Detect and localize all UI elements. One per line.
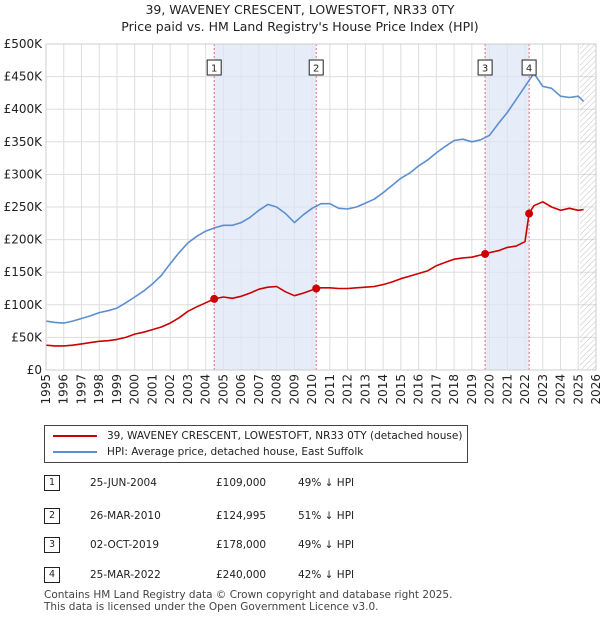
y-tick-label: £0 (27, 363, 42, 377)
x-tick-label: 2024 (554, 374, 568, 405)
transaction-hpi-diff: 49% ↓ HPI (298, 539, 355, 551)
footer-copyright: Contains HM Land Registry data © Crown c… (44, 589, 453, 601)
forecast-hatch (580, 44, 596, 370)
transaction-hpi-diff: 51% ↓ HPI (298, 510, 355, 522)
x-tick-label: 2014 (376, 374, 390, 405)
transaction-price: £240,000 (216, 569, 267, 581)
price-chart: 1 2 3 4 £0 £50K £100K £150K £200K £250K £300K £350… (4, 37, 600, 405)
transaction-label-box (206, 59, 222, 76)
transaction-label: 2 (313, 64, 319, 75)
transaction-label: 3 (482, 64, 488, 75)
transaction-price: £109,000 (216, 477, 267, 489)
x-tick-label: 2018 (447, 374, 461, 405)
transaction-label-box (477, 59, 493, 76)
plot-border (45, 43, 597, 371)
x-tick-label: 2001 (145, 374, 159, 405)
x-tick-label: 2025 (571, 374, 585, 405)
footer-license: This data is licensed under the Open Gov… (44, 601, 379, 613)
x-tick-label: 2004 (199, 374, 213, 405)
x-tick-label: 1998 (92, 374, 106, 405)
transaction-price: £124,995 (216, 510, 267, 522)
chart-subtitle: Price paid vs. HM Land Registry's House … (121, 19, 479, 34)
x-tick-label: 2015 (394, 374, 408, 405)
transaction-label-box (521, 59, 537, 76)
legend-label-hpi: HPI: Average price, detached house, East… (107, 446, 364, 458)
transaction-hpi-diff: 49% ↓ HPI (298, 477, 355, 489)
y-tick-label: £300K (4, 167, 44, 181)
transaction-point (525, 209, 534, 218)
x-tick-label: 2003 (181, 374, 195, 405)
transaction-number: 4 (44, 567, 60, 583)
transaction-label-box (308, 59, 324, 76)
transaction-hpi-diff: 42% ↓ HPI (298, 569, 355, 581)
x-tick-label: 2011 (323, 374, 337, 405)
x-tick-label: 2000 (128, 374, 142, 405)
y-tick-label: £150K (4, 265, 44, 279)
transaction-row: 3 02-OCT-2019 £178,000 49% ↓ HPI (44, 537, 464, 555)
y-tick-label: £350K (4, 135, 44, 149)
x-tick-label: 2010 (305, 374, 319, 405)
x-tick-label: 2009 (287, 374, 301, 405)
legend: 39, WAVENEY CRESCENT, LOWESTOFT, NR33 0T… (44, 425, 468, 463)
y-tick-label: £500K (4, 37, 44, 51)
y-tick-label: £400K (4, 102, 44, 116)
transaction-number: 3 (44, 537, 60, 553)
transaction-point (210, 294, 219, 303)
transaction-price: £178,000 (216, 539, 267, 551)
legend-item-hpi: HPI: Average price, detached house, East… (53, 445, 363, 459)
y-tick-label: £450K (4, 70, 44, 84)
transaction-date: 02-OCT-2019 (90, 539, 159, 551)
x-tick-label: 2023 (536, 374, 550, 405)
transaction-number: 1 (44, 475, 60, 491)
x-tick-label: 1995 (39, 374, 53, 405)
y-tick-label: £200K (4, 233, 44, 247)
transaction-period-shade (485, 44, 530, 370)
legend-swatch-property (53, 435, 97, 437)
x-tick-label: 1999 (110, 374, 124, 405)
property-price-line (45, 201, 584, 347)
transaction-number: 2 (44, 508, 60, 524)
transaction-row: 2 26-MAR-2010 £124,995 51% ↓ HPI (44, 508, 464, 526)
x-tick-label: 1997 (74, 374, 88, 405)
transaction-row: 4 25-MAR-2022 £240,000 42% ↓ HPI (44, 567, 464, 585)
chart-title: 39, WAVENEY CRESCENT, LOWESTOFT, NR33 0T… (145, 2, 455, 17)
x-tick-label: 2007 (252, 374, 266, 405)
y-tick-label: £100K (4, 298, 44, 312)
x-tick-label: 2006 (234, 374, 248, 405)
x-tick-label: 2022 (518, 374, 532, 405)
x-tick-label: 2013 (358, 374, 372, 405)
transaction-date: 25-JUN-2004 (90, 477, 157, 489)
legend-item-property: 39, WAVENEY CRESCENT, LOWESTOFT, NR33 0T… (53, 429, 462, 443)
y-tick-label: £50K (11, 330, 43, 344)
hpi-line (45, 72, 585, 324)
x-tick-label: 2016 (412, 374, 426, 405)
x-tick-label: 2008 (270, 374, 284, 405)
x-tick-label: 2019 (465, 374, 479, 405)
x-tick-label: 2026 (589, 374, 600, 405)
transaction-label: 4 (526, 64, 532, 75)
x-tick-label: 2002 (163, 374, 177, 405)
x-tick-label: 2020 (483, 374, 497, 405)
footer: Contains HM Land Registry data © Crown c… (44, 589, 452, 613)
transaction-date: 25-MAR-2022 (90, 569, 161, 581)
transaction-point (312, 284, 321, 293)
x-tick-label: 2012 (341, 374, 355, 405)
transaction-row: 1 25-JUN-2004 £109,000 49% ↓ HPI (44, 475, 464, 493)
transaction-point (481, 249, 490, 258)
x-tick-label: 2005 (216, 374, 230, 405)
x-tick-label: 1996 (57, 374, 71, 405)
legend-label-property: 39, WAVENEY CRESCENT, LOWESTOFT, NR33 0T… (107, 430, 463, 442)
x-tick-label: 2017 (429, 374, 443, 405)
x-tick-label: 2021 (500, 374, 514, 405)
y-tick-label: £250K (4, 200, 44, 214)
legend-swatch-hpi (53, 451, 97, 453)
transaction-label: 1 (211, 64, 217, 75)
transaction-date: 26-MAR-2010 (90, 510, 161, 522)
